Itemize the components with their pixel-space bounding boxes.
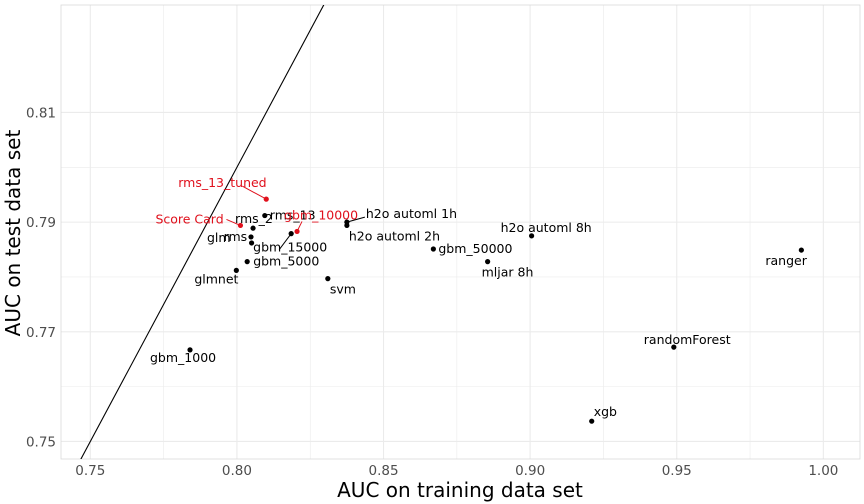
data-point-label: xgb [594, 404, 617, 419]
data-point [244, 259, 250, 265]
data-point-label: glm [207, 230, 231, 245]
x-axis: 0.75 0.80 0.85 0.90 0.95 1.00 [75, 463, 838, 479]
label-leader-line [278, 233, 292, 250]
data-point-label: h2o automl 1h [366, 206, 457, 221]
y-tick-label: 0.79 [26, 215, 56, 231]
reference-line [80, 5, 325, 459]
data-point [344, 222, 350, 229]
x-tick-label: 0.90 [515, 463, 545, 479]
data-point-label: gbm_1000 [150, 350, 216, 365]
data-point-label: svm [330, 282, 356, 297]
data-point [248, 234, 254, 240]
y-axis-title: AUC on test data set [1, 130, 25, 337]
data-point-label: ranger [765, 253, 807, 268]
data-point [237, 222, 244, 229]
data-point [288, 231, 294, 237]
data-point [187, 347, 193, 353]
data-point-label: rms_13 [270, 208, 316, 223]
panel-border [60, 4, 861, 460]
data-point [430, 246, 436, 252]
y-tick-label: 0.81 [26, 105, 56, 121]
data-point-label: gbm_15000 [253, 240, 327, 255]
data-point [325, 276, 331, 282]
data-point [529, 233, 535, 239]
x-tick-label: 0.75 [75, 463, 105, 479]
data-point-label: glmnet [194, 271, 238, 286]
data-point [263, 196, 269, 202]
data-point [294, 228, 300, 235]
data-point [233, 267, 239, 273]
x-tick-label: 0.95 [662, 463, 692, 479]
data-point-label: rms [224, 229, 248, 244]
data-point-label: h2o automl 2h [349, 228, 440, 243]
data-point-label: rms_2 [235, 211, 273, 226]
data-point [250, 225, 256, 231]
label-leader-line [346, 216, 366, 223]
data-point [671, 344, 677, 350]
data-point-label: gbm_10000 [284, 207, 358, 222]
data-point-label: gbm_50000 [438, 241, 512, 256]
data-point-label: rms_13_tuned [178, 175, 266, 190]
y-axis: 0.75 0.77 0.79 0.81 [26, 105, 56, 450]
data-point [248, 240, 255, 246]
y-tick-label: 0.77 [26, 325, 56, 341]
data-point [798, 247, 804, 253]
x-tick-label: 1.00 [808, 463, 838, 479]
x-axis-title: AUC on training data set [337, 478, 583, 502]
data-point-label: h2o automl 8h [501, 220, 592, 235]
x-tick-label: 0.80 [222, 463, 252, 479]
data-point [262, 212, 268, 219]
data-point-label: mljar 8h [482, 265, 534, 280]
y-tick-label: 0.75 [26, 434, 56, 450]
x-tick-label: 0.85 [369, 463, 399, 479]
data-point-label: Score Card [155, 211, 223, 226]
label-leader-line [242, 185, 267, 200]
data-point-label: gbm_5000 [253, 254, 319, 269]
data-point [485, 259, 491, 265]
data-point-label: randomForest [644, 332, 731, 347]
data-point [589, 418, 595, 424]
